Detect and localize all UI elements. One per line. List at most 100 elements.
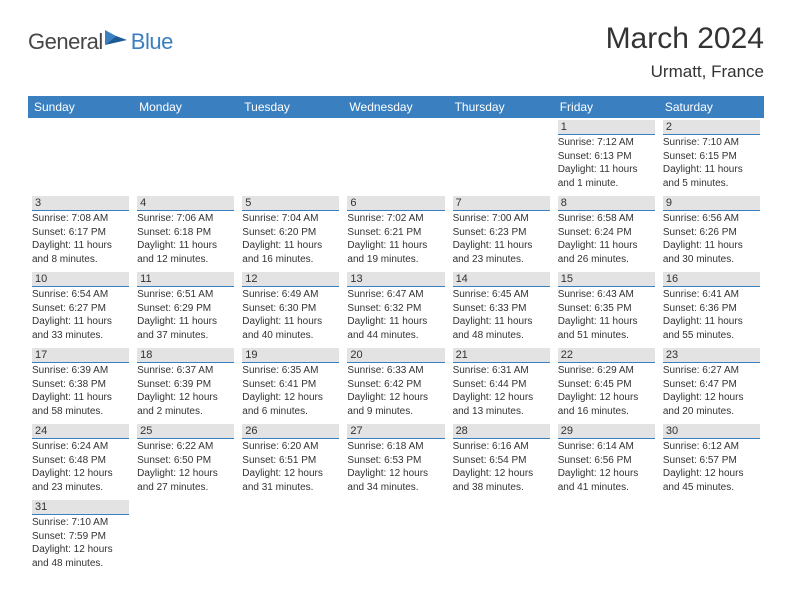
calendar-cell: 25Sunrise: 6:22 AMSunset: 6:50 PMDayligh…	[133, 422, 238, 498]
sunset: Sunset: 6:42 PM	[347, 378, 444, 392]
calendar-week: 10Sunrise: 6:54 AMSunset: 6:27 PMDayligh…	[28, 270, 764, 346]
day: 31Sunrise: 7:10 AMSunset: 7:59 PMDayligh…	[28, 498, 133, 574]
sunrise: Sunrise: 6:22 AM	[137, 440, 234, 454]
day-number: 7	[453, 196, 550, 211]
day-info: Sunrise: 7:02 AMSunset: 6:21 PMDaylight:…	[347, 212, 444, 266]
day: 16Sunrise: 6:41 AMSunset: 6:36 PMDayligh…	[659, 270, 764, 346]
sunrise: Sunrise: 7:00 AM	[453, 212, 550, 226]
sunrise: Sunrise: 6:29 AM	[558, 364, 655, 378]
sunrise: Sunrise: 6:27 AM	[663, 364, 760, 378]
calendar-cell: 23Sunrise: 6:27 AMSunset: 6:47 PMDayligh…	[659, 346, 764, 422]
sunrise: Sunrise: 6:18 AM	[347, 440, 444, 454]
day-number: 6	[347, 196, 444, 211]
sunset: Sunset: 6:38 PM	[32, 378, 129, 392]
calendar-cell	[449, 118, 554, 194]
sunrise: Sunrise: 7:04 AM	[242, 212, 339, 226]
calendar-cell: 26Sunrise: 6:20 AMSunset: 6:51 PMDayligh…	[238, 422, 343, 498]
sunset: Sunset: 6:44 PM	[453, 378, 550, 392]
daylight: Daylight: 12 hours and 41 minutes.	[558, 467, 655, 494]
day: 17Sunrise: 6:39 AMSunset: 6:38 PMDayligh…	[28, 346, 133, 422]
weekday-header: Monday	[133, 96, 238, 118]
day-number: 22	[558, 348, 655, 363]
day-number: 12	[242, 272, 339, 287]
sunrise: Sunrise: 6:37 AM	[137, 364, 234, 378]
daylight: Daylight: 12 hours and 38 minutes.	[453, 467, 550, 494]
daylight: Daylight: 11 hours and 19 minutes.	[347, 239, 444, 266]
sunset: Sunset: 6:29 PM	[137, 302, 234, 316]
daylight: Daylight: 12 hours and 13 minutes.	[453, 391, 550, 418]
day-number: 27	[347, 424, 444, 439]
calendar-cell	[449, 498, 554, 574]
month-title: March 2024	[606, 22, 764, 56]
calendar-cell: 10Sunrise: 6:54 AMSunset: 6:27 PMDayligh…	[28, 270, 133, 346]
sunset: Sunset: 6:56 PM	[558, 454, 655, 468]
calendar-body: 1Sunrise: 7:12 AMSunset: 6:13 PMDaylight…	[28, 118, 764, 574]
day-info: Sunrise: 7:12 AMSunset: 6:13 PMDaylight:…	[558, 136, 655, 190]
sunrise: Sunrise: 6:56 AM	[663, 212, 760, 226]
sunrise: Sunrise: 6:12 AM	[663, 440, 760, 454]
day-info: Sunrise: 6:16 AMSunset: 6:54 PMDaylight:…	[453, 440, 550, 494]
calendar-cell: 22Sunrise: 6:29 AMSunset: 6:45 PMDayligh…	[554, 346, 659, 422]
day: 3Sunrise: 7:08 AMSunset: 6:17 PMDaylight…	[28, 194, 133, 270]
calendar-cell	[238, 498, 343, 574]
calendar-cell: 7Sunrise: 7:00 AMSunset: 6:23 PMDaylight…	[449, 194, 554, 270]
sunrise: Sunrise: 7:10 AM	[663, 136, 760, 150]
daylight: Daylight: 11 hours and 1 minute.	[558, 163, 655, 190]
daylight: Daylight: 11 hours and 30 minutes.	[663, 239, 760, 266]
calendar-cell	[133, 118, 238, 194]
day-info: Sunrise: 6:27 AMSunset: 6:47 PMDaylight:…	[663, 364, 760, 418]
title-block: March 2024 Urmatt, France	[606, 22, 764, 82]
sunrise: Sunrise: 6:41 AM	[663, 288, 760, 302]
day: 24Sunrise: 6:24 AMSunset: 6:48 PMDayligh…	[28, 422, 133, 498]
day-info: Sunrise: 6:47 AMSunset: 6:32 PMDaylight:…	[347, 288, 444, 342]
calendar-cell: 12Sunrise: 6:49 AMSunset: 6:30 PMDayligh…	[238, 270, 343, 346]
day-info: Sunrise: 6:14 AMSunset: 6:56 PMDaylight:…	[558, 440, 655, 494]
calendar-cell: 2Sunrise: 7:10 AMSunset: 6:15 PMDaylight…	[659, 118, 764, 194]
calendar-cell: 17Sunrise: 6:39 AMSunset: 6:38 PMDayligh…	[28, 346, 133, 422]
day-number: 23	[663, 348, 760, 363]
day-number: 9	[663, 196, 760, 211]
day-number: 18	[137, 348, 234, 363]
calendar-cell: 30Sunrise: 6:12 AMSunset: 6:57 PMDayligh…	[659, 422, 764, 498]
day: 27Sunrise: 6:18 AMSunset: 6:53 PMDayligh…	[343, 422, 448, 498]
day-info: Sunrise: 6:58 AMSunset: 6:24 PMDaylight:…	[558, 212, 655, 266]
daylight: Daylight: 12 hours and 23 minutes.	[32, 467, 129, 494]
calendar-cell: 6Sunrise: 7:02 AMSunset: 6:21 PMDaylight…	[343, 194, 448, 270]
day: 8Sunrise: 6:58 AMSunset: 6:24 PMDaylight…	[554, 194, 659, 270]
day: 5Sunrise: 7:04 AMSunset: 6:20 PMDaylight…	[238, 194, 343, 270]
day: 1Sunrise: 7:12 AMSunset: 6:13 PMDaylight…	[554, 118, 659, 194]
daylight: Daylight: 11 hours and 26 minutes.	[558, 239, 655, 266]
calendar-cell: 4Sunrise: 7:06 AMSunset: 6:18 PMDaylight…	[133, 194, 238, 270]
sunrise: Sunrise: 6:45 AM	[453, 288, 550, 302]
calendar-cell: 11Sunrise: 6:51 AMSunset: 6:29 PMDayligh…	[133, 270, 238, 346]
sunrise: Sunrise: 6:20 AM	[242, 440, 339, 454]
day-info: Sunrise: 6:51 AMSunset: 6:29 PMDaylight:…	[137, 288, 234, 342]
sunset: Sunset: 6:21 PM	[347, 226, 444, 240]
sunset: Sunset: 6:27 PM	[32, 302, 129, 316]
daylight: Daylight: 11 hours and 33 minutes.	[32, 315, 129, 342]
day-number: 11	[137, 272, 234, 287]
day-number: 31	[32, 500, 129, 515]
daylight: Daylight: 12 hours and 6 minutes.	[242, 391, 339, 418]
weekday-header: Thursday	[449, 96, 554, 118]
day-number: 4	[137, 196, 234, 211]
sunset: Sunset: 6:33 PM	[453, 302, 550, 316]
sunrise: Sunrise: 6:33 AM	[347, 364, 444, 378]
day-info: Sunrise: 6:37 AMSunset: 6:39 PMDaylight:…	[137, 364, 234, 418]
day-info: Sunrise: 6:18 AMSunset: 6:53 PMDaylight:…	[347, 440, 444, 494]
day: 30Sunrise: 6:12 AMSunset: 6:57 PMDayligh…	[659, 422, 764, 498]
daylight: Daylight: 12 hours and 31 minutes.	[242, 467, 339, 494]
day-number: 29	[558, 424, 655, 439]
header: General Blue March 2024 Urmatt, France	[28, 22, 764, 82]
daylight: Daylight: 12 hours and 16 minutes.	[558, 391, 655, 418]
day: 7Sunrise: 7:00 AMSunset: 6:23 PMDaylight…	[449, 194, 554, 270]
calendar-cell	[238, 118, 343, 194]
calendar-cell: 9Sunrise: 6:56 AMSunset: 6:26 PMDaylight…	[659, 194, 764, 270]
calendar-cell: 20Sunrise: 6:33 AMSunset: 6:42 PMDayligh…	[343, 346, 448, 422]
daylight: Daylight: 11 hours and 51 minutes.	[558, 315, 655, 342]
daylight: Daylight: 11 hours and 40 minutes.	[242, 315, 339, 342]
sunrise: Sunrise: 6:16 AM	[453, 440, 550, 454]
day-number: 25	[137, 424, 234, 439]
sunset: Sunset: 6:45 PM	[558, 378, 655, 392]
calendar-cell: 15Sunrise: 6:43 AMSunset: 6:35 PMDayligh…	[554, 270, 659, 346]
